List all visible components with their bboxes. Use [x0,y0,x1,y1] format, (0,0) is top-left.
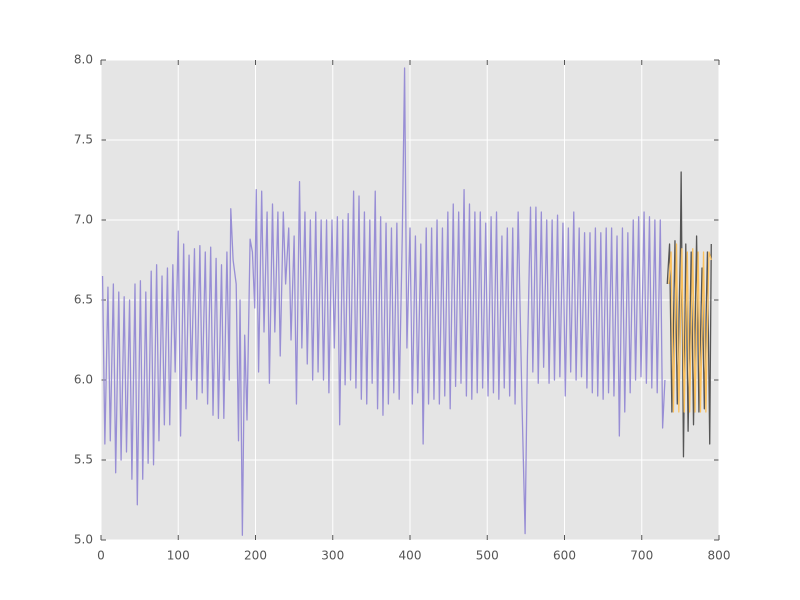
x-tick-label: 700 [630,549,653,563]
y-tick-label: 8.0 [74,53,93,67]
x-tick-label: 0 [97,549,105,563]
line [101,67,666,536]
y-tick-label: 7.0 [74,213,93,227]
x-tick-label: 300 [321,549,344,563]
y-tick-label: 6.5 [74,293,93,307]
y-tick-label: 5.0 [74,533,93,547]
y-tick-label: 6.0 [74,373,93,387]
x-tick-label: 500 [476,549,499,563]
x-tick-label: 200 [244,549,267,563]
x-tick-label: 800 [708,549,731,563]
x-tick-label: 400 [399,549,422,563]
x-tick-label: 100 [167,549,190,563]
line [668,243,712,413]
y-tick-label: 7.5 [74,133,93,147]
y-tick-label: 5.5 [74,453,93,467]
line [666,171,712,458]
x-tick-label: 600 [553,549,576,563]
